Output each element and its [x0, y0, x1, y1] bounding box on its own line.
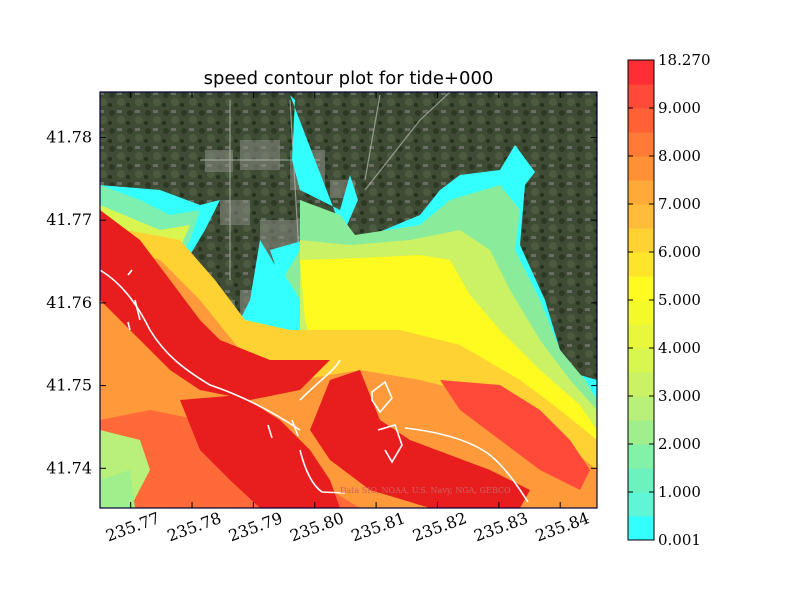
colorbar-tick-label: 1.000: [658, 483, 701, 501]
x-tick-label: 235.82: [410, 508, 469, 545]
y-tick-label: 41.75: [46, 376, 92, 395]
colorbar-band: [628, 84, 654, 109]
speed-field: [100, 95, 597, 508]
colorbar-band: [628, 300, 654, 325]
colorbar-tick-label: 6.000: [658, 243, 701, 261]
colorbar-tick-label: 2.000: [658, 435, 701, 453]
colorbar-tick-label: 0.001: [658, 531, 701, 549]
colorbar-band: [628, 252, 654, 277]
colorbar-tick-label: 8.000: [658, 147, 701, 165]
colorbar-band: [628, 324, 654, 349]
chart-title: speed contour plot for tide+000: [203, 68, 494, 89]
colorbar-band: [628, 372, 654, 397]
speed-contour: [100, 210, 330, 400]
colorbar-band: [628, 276, 654, 301]
coastline: [100, 269, 529, 503]
y-tick-label: 41.74: [46, 458, 92, 477]
colorbar-band: [628, 420, 654, 445]
y-tick-label: 41.77: [46, 210, 92, 229]
plot-area: Data SIO, NOAA, U.S. Navy, NGA, GEBCO: [100, 92, 597, 508]
x-tick-label: 235.84: [533, 508, 592, 545]
colorbar-band: [628, 396, 654, 421]
colorbar-tick-label: 9.000: [658, 99, 701, 117]
speed-contour: [310, 370, 530, 508]
colorbar-band: [628, 348, 654, 373]
axes-frame: [99, 91, 598, 509]
colorbar: 0.001 1.000 2.000 3.000 4.000 5.000 6.000 7.000…: [627, 51, 711, 549]
colorbar-band: [628, 60, 654, 85]
speed-contour: [100, 470, 135, 508]
x-tick-label: 235.78: [165, 508, 224, 545]
x-tick-label: 235.83: [471, 508, 530, 545]
x-tick-label: 235.81: [349, 508, 408, 545]
colorbar-band: [628, 108, 654, 133]
colorbar-band: [628, 516, 654, 541]
colorbar-band: [628, 156, 654, 181]
colorbar-tick-label: 4.000: [658, 339, 701, 357]
speed-contour: [180, 395, 340, 508]
colorbar-band: [628, 132, 654, 157]
map-attribution: Data SIO, NOAA, U.S. Navy, NGA, GEBCO: [340, 486, 511, 495]
x-tick-label: 235.79: [226, 508, 285, 545]
x-tick-label: 235.77: [103, 508, 162, 545]
y-tick-label: 41.76: [46, 293, 92, 312]
colorbar-tick-label: 5.000: [658, 291, 701, 309]
colorbar-band: [628, 204, 654, 229]
colorbar-tick-label: 18.270: [658, 51, 711, 69]
colorbar-band: [628, 492, 654, 517]
y-tick-label: 41.78: [46, 127, 92, 146]
colorbar-band: [628, 180, 654, 205]
colorbar-tick-label: 7.000: [658, 195, 701, 213]
colorbar-tick-label: 3.000: [658, 387, 701, 405]
basemap-roads: [200, 92, 451, 280]
colorbar-band: [628, 444, 654, 469]
colorbar-band: [628, 228, 654, 253]
y-axis: 41.74 41.75 41.76 41.77 41.78: [46, 127, 597, 477]
x-tick-label: 235.80: [287, 508, 346, 545]
speed-contour: [440, 380, 590, 490]
colorbar-band: [628, 468, 654, 493]
